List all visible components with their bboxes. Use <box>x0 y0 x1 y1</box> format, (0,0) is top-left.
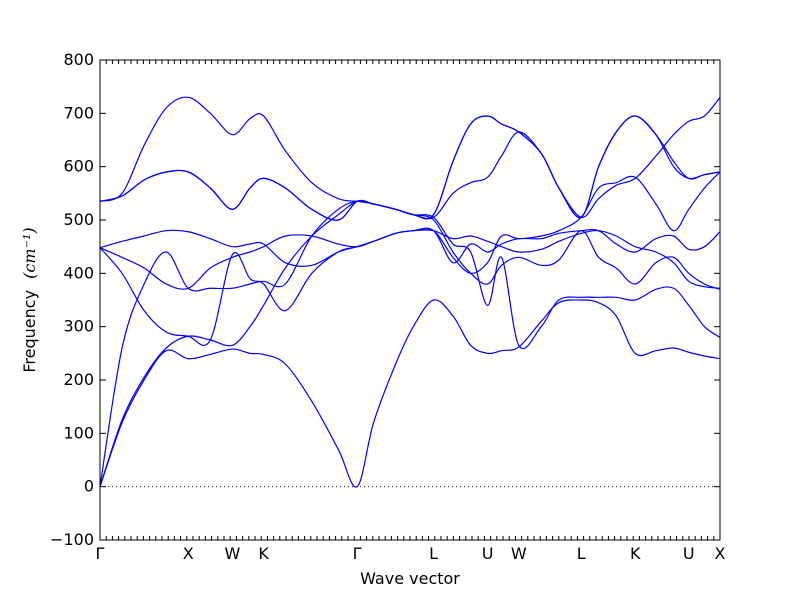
band-series-1 <box>99 299 721 488</box>
x-axis-label: Wave vector <box>360 569 460 588</box>
y-axis-label-text: Frequency <box>20 290 39 373</box>
x-tick-label: X <box>183 544 194 563</box>
y-tick-label: 500 <box>63 210 94 229</box>
band-series-2 <box>99 200 721 487</box>
band-series-7 <box>99 96 721 221</box>
y-tick-label: 100 <box>63 423 94 442</box>
band-series-4 <box>99 229 721 346</box>
x-tick-label: L <box>577 544 586 563</box>
y-tick-label: 200 <box>63 370 94 389</box>
y-axis-label-unit: (cm⁻¹) <box>20 227 39 278</box>
y-tick-label: 300 <box>63 317 94 336</box>
x-tick-label: X <box>715 544 726 563</box>
band-series-6 <box>99 171 721 274</box>
plot-area <box>99 96 721 488</box>
band-series-9 <box>99 96 721 220</box>
x-tick-label: Γ <box>96 544 105 563</box>
x-tick-label: U <box>482 544 494 563</box>
y-tick-label: 800 <box>63 50 94 69</box>
y-axis-label: Frequency (cm⁻¹) <box>20 227 39 372</box>
y-tick-label: 0 <box>84 477 94 496</box>
band-series-8 <box>99 115 721 221</box>
y-tick-label: 700 <box>63 103 94 122</box>
x-tick-label: K <box>258 544 269 563</box>
band-series-3 <box>99 200 721 487</box>
x-tick-label: W <box>511 544 527 563</box>
x-tick-label: K <box>630 544 641 563</box>
x-tick-label: L <box>429 544 438 563</box>
x-tick-label: Γ <box>353 544 362 563</box>
y-tick-label: 600 <box>63 157 94 176</box>
x-tick-label: W <box>224 544 240 563</box>
y-tick-label: 400 <box>63 263 94 282</box>
y-tick-label: −100 <box>50 530 94 549</box>
x-tick-label: U <box>683 544 695 563</box>
